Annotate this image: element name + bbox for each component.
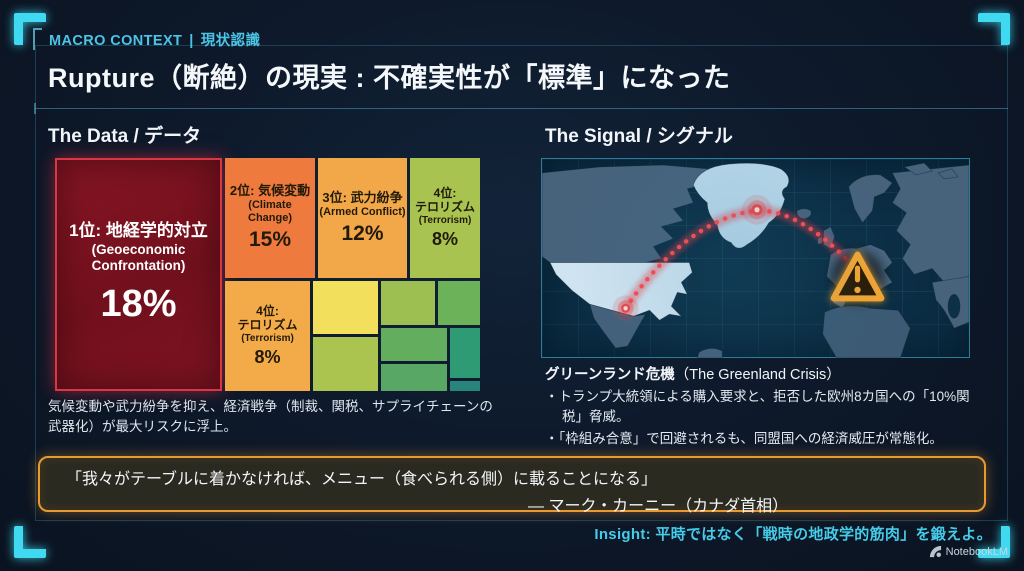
eyebrow-separator: | [189, 33, 194, 49]
treemap-filler-cell [381, 281, 435, 325]
land-uk [823, 226, 835, 250]
cell-label-en: (Terrorism) [418, 214, 472, 226]
land-usa-highlight [549, 262, 693, 321]
crisis-name-ja: グリーンランド危機 [545, 367, 675, 383]
crisis-bullet-1: ・トランプ大統領による購入要求と、拒否した欧州8カ国への「10%関税」脅威。 [545, 389, 970, 424]
eyebrow-label-ja: 現状認識 [200, 33, 261, 49]
land-ireland [817, 236, 824, 246]
land-africa [822, 305, 911, 359]
world-map-panel [541, 158, 970, 359]
land-middle-east [931, 276, 969, 329]
treemap-filler-cell [381, 328, 447, 361]
cell-value: 12% [341, 221, 384, 245]
treemap-cell: 1位: 地経学的対立 (Geoeconomic Confrontation) 18% [55, 158, 222, 391]
title-divider-tick [34, 103, 36, 114]
treemap-filler-cell [450, 328, 480, 378]
cell-label-en: (Armed Conflict) [319, 205, 406, 218]
eyebrow-label-en: MACRO CONTEXT [49, 33, 183, 49]
quote-attribution: — マーク・カーニー（カナダ首相） [528, 498, 789, 515]
land-canada [542, 164, 710, 263]
land-scandinavia [848, 174, 893, 224]
treemap-filler-cell [450, 381, 480, 391]
crisis-block: グリーンランド危機（The Greenland Crisis） ・トランプ大統領… [545, 363, 989, 449]
brand-name: NotebookLM [945, 545, 1008, 558]
treemap-filler-cell [381, 364, 447, 391]
arctic-island-2 [937, 168, 959, 180]
treemap-cell: 4位: テロリズム (Terrorism) 8% [410, 158, 480, 278]
corner-bracket-bottom-left [14, 526, 46, 558]
cell-label-ja: 2位: 気候変動 [229, 183, 311, 199]
brand-footer: NotebookLM [929, 545, 1008, 558]
eyebrow-bracket [33, 28, 42, 50]
treemap-cell: 4位: テロリズム (Terrorism) 8% [225, 281, 310, 391]
title-divider [35, 108, 1008, 109]
cell-label-ja: 1位: 地経学的対立 [69, 221, 208, 241]
land-europe [826, 244, 893, 309]
continent-shapes [542, 162, 969, 359]
cell-value: 18% [100, 283, 177, 326]
cell-label-ja: 3位: 武力紛争 [322, 190, 403, 206]
route-path [621, 205, 859, 312]
notebooklm-logo-icon [929, 545, 941, 558]
corner-bracket-bottom-right [978, 526, 1010, 558]
corner-bracket-top-right [978, 13, 1010, 45]
data-section-heading: The Data / データ [48, 126, 202, 147]
land-asia [891, 164, 969, 283]
world-map [542, 162, 969, 359]
arctic-island-1 [903, 162, 933, 176]
cell-label-en: (Climate Change) [248, 199, 292, 225]
treemap-cell: 2位: 気候変動 (Climate Change) 15% [225, 158, 315, 278]
cell-value: 8% [431, 228, 458, 249]
cell-rank: 4位: [256, 303, 279, 318]
hotspot-greenland-icon [742, 194, 772, 225]
land-mexico [589, 303, 647, 349]
frame-border [35, 45, 1008, 521]
crisis-bullet-2: ・「枠組み合意」で回避されるも、同盟国への経済威圧が常態化。 [545, 431, 943, 447]
treemap-filler-cell [313, 281, 378, 334]
land-south-america [696, 348, 723, 359]
quote-text: 「我々がテーブルに着かなければ、メニュー（食べられる側）に載ることになる」 [66, 471, 658, 488]
page-title: Rupture（断絶）の現実 : 不確実性が「標準」になった [48, 63, 731, 93]
cell-label-en: (Terrorism) [241, 332, 294, 344]
land-greenland-highlight [692, 162, 790, 249]
cell-rank: 4位: [433, 185, 457, 200]
cell-label-ja: テロリズム [414, 200, 475, 215]
cell-label-en: (Geoeconomic Confrontation) [91, 241, 186, 274]
treemap-caption: 気候変動や武力紛争を抑え、経済戦争（制裁、関税、サプライチェーンの武器化）が最大… [48, 399, 493, 435]
eyebrow: MACRO CONTEXT | 現状認識 [49, 29, 260, 50]
treemap-filler-cell [313, 337, 378, 391]
treemap-cell: 3位: 武力紛争 (Armed Conflict) 12% [318, 158, 407, 278]
cell-value: 8% [254, 346, 281, 367]
caspian-sea [947, 294, 961, 319]
treemap: 1位: 地経学的対立 (Geoeconomic Confrontation) 18%… [55, 158, 480, 391]
cell-value: 15% [248, 228, 292, 252]
land-iceland [796, 208, 812, 220]
warning-icon [830, 250, 885, 305]
treemap-filler-cell [438, 281, 480, 325]
cell-label-ja: テロリズム [237, 318, 298, 333]
corner-bracket-top-left [14, 13, 46, 45]
hotspot-us-icon [612, 295, 639, 322]
crisis-name-en: （The Greenland Crisis） [674, 367, 841, 383]
crisis-title: グリーンランド危機（The Greenland Crisis） [545, 363, 989, 384]
quote-box: 「我々がテーブルに着かなければ、メニュー（食べられる側）に載ることになる」 — … [38, 456, 986, 515]
insight-line: Insight: 平時ではなく「戦時の地政学的筋肉」を鍛えよ。 [594, 526, 992, 543]
signal-section-heading: The Signal / シグナル [545, 126, 733, 147]
